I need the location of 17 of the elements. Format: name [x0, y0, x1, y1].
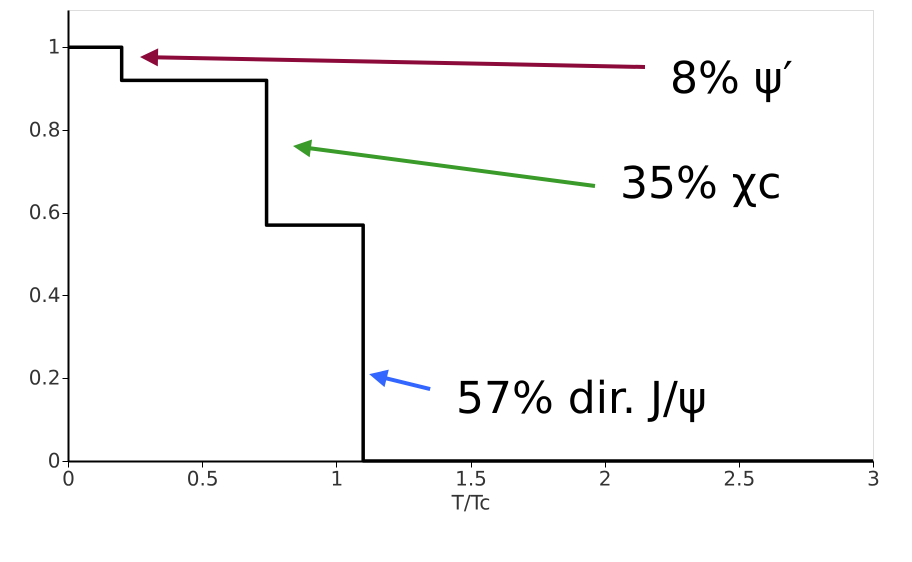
y-tick-label: 0.4 — [28, 282, 60, 307]
x-axis-title: T/Tc — [450, 490, 490, 514]
y-tick-label: 0.6 — [28, 200, 60, 224]
annotation: 57% dir. J/ψ — [456, 373, 707, 424]
x-tick-label: 0.5 — [186, 466, 219, 490]
y-tick-label: 0.8 — [28, 117, 60, 142]
x-tick-label: 1 — [330, 466, 344, 490]
y-tick-label: 0.2 — [28, 366, 60, 390]
x-tick-label: 2.5 — [723, 466, 756, 490]
x-tick-label: 2 — [598, 466, 612, 490]
x-tick-label: 0 — [62, 466, 75, 490]
annotation: 8% ψ′ — [670, 53, 793, 104]
x-tick-label: 3 — [867, 466, 880, 490]
y-tick-label: 1 — [48, 34, 60, 59]
annotation: 35% χc — [620, 158, 782, 209]
x-tick-label: 1.5 — [455, 466, 487, 490]
y-tick-label: 0 — [48, 448, 60, 472]
